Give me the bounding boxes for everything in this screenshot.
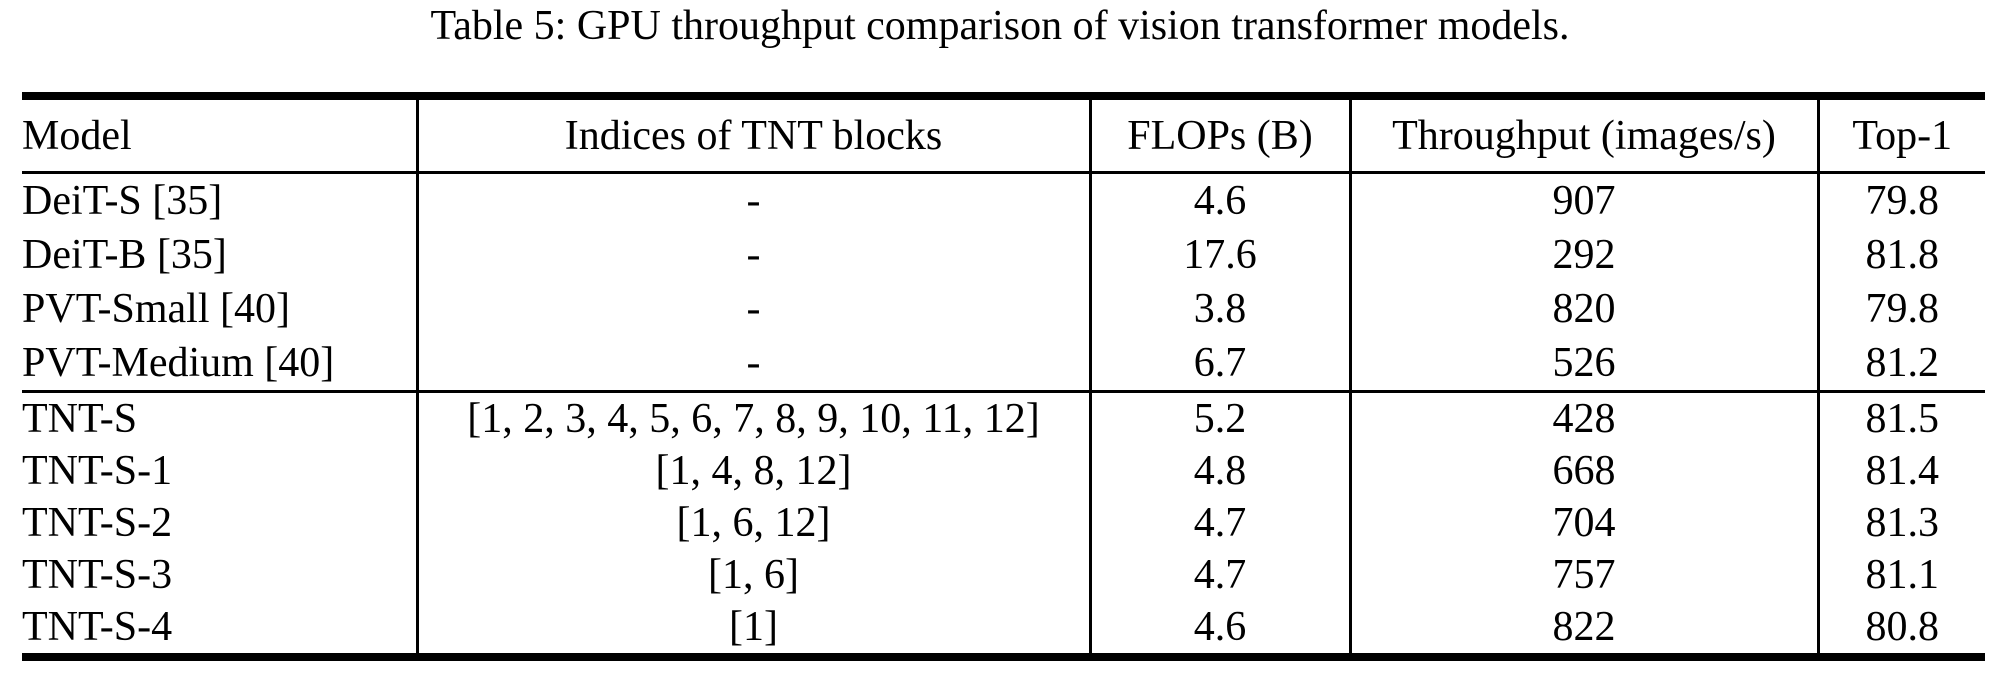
cell-top1: 79.8 bbox=[1816, 282, 1985, 336]
col-header-top1: Top-1 bbox=[1816, 96, 1985, 174]
cell-throughput: 820 bbox=[1348, 282, 1818, 336]
cell-model: TNT-S-1 bbox=[22, 448, 173, 494]
cell-top1: 79.8 bbox=[1816, 172, 1985, 228]
table-row: DeiT-B [35] - 17.6 292 81.8 bbox=[22, 228, 1985, 282]
cell-top1: 81.4 bbox=[1816, 445, 1985, 497]
col-header-flops: FLOPs (B) bbox=[1088, 96, 1350, 174]
table-caption: Table 5: GPU throughput comparison of vi… bbox=[430, 3, 1570, 49]
cell-indices: [1, 6, 12] bbox=[415, 497, 1090, 549]
cell-flops: 5.2 bbox=[1088, 391, 1350, 445]
cell-indices: [1] bbox=[415, 601, 1090, 657]
gpu-throughput-table: Model Indices of TNT blocks FLOPs (B) Th… bbox=[22, 92, 1985, 661]
col-header-model: Model bbox=[22, 96, 417, 174]
table-row: TNT-S-4 [1] 4.6 822 80.8 bbox=[22, 601, 1985, 657]
cell-throughput: 526 bbox=[1348, 336, 1818, 393]
cell-indices: [1, 2, 3, 4, 5, 6, 7, 8, 9, 10, 11, 12] bbox=[415, 391, 1090, 445]
cell-indices: [1, 6] bbox=[415, 549, 1090, 601]
cell-throughput: 292 bbox=[1348, 228, 1818, 282]
cell-model: TNT-S-2 bbox=[22, 500, 173, 546]
cell-throughput: 668 bbox=[1348, 445, 1818, 497]
cell-model: DeiT-S [35] bbox=[22, 178, 223, 224]
cell-flops: 4.7 bbox=[1088, 549, 1350, 601]
cell-model: PVT-Small [40] bbox=[22, 286, 290, 332]
cell-top1: 81.5 bbox=[1816, 391, 1985, 445]
table-row: TNT-S-3 [1, 6] 4.7 757 81.1 bbox=[22, 549, 1985, 601]
tnt-models-group: TNT-S [1, 2, 3, 4, 5, 6, 7, 8, 9, 10, 11… bbox=[22, 391, 1985, 657]
cell-flops: 4.6 bbox=[1088, 172, 1350, 228]
cell-top1: 81.2 bbox=[1816, 336, 1985, 393]
cell-indices: - bbox=[415, 172, 1090, 228]
cell-flops: 17.6 bbox=[1088, 228, 1350, 282]
cell-throughput: 704 bbox=[1348, 497, 1818, 549]
cell-model: TNT-S-4 bbox=[22, 604, 173, 650]
cell-throughput: 428 bbox=[1348, 391, 1818, 445]
header-row: Model Indices of TNT blocks FLOPs (B) Th… bbox=[22, 96, 1985, 174]
cell-throughput: 907 bbox=[1348, 172, 1818, 228]
table-row: PVT-Small [40] - 3.8 820 79.8 bbox=[22, 282, 1985, 336]
cell-top1: 81.1 bbox=[1816, 549, 1985, 601]
cell-top1: 80.8 bbox=[1816, 601, 1985, 657]
table-row: PVT-Medium [40] - 6.7 526 81.2 bbox=[22, 336, 1985, 393]
col-header-indices: Indices of TNT blocks bbox=[415, 96, 1090, 174]
cell-flops: 4.6 bbox=[1088, 601, 1350, 657]
baseline-models-group: DeiT-S [35] - 4.6 907 79.8 DeiT-B [35] -… bbox=[22, 172, 1985, 393]
cell-indices: - bbox=[415, 282, 1090, 336]
cell-model: PVT-Medium [40] bbox=[22, 336, 417, 393]
cell-flops: 4.7 bbox=[1088, 497, 1350, 549]
cell-model: TNT-S bbox=[22, 396, 138, 442]
cell-model: DeiT-B [35] bbox=[22, 232, 227, 278]
cell-indices: - bbox=[415, 228, 1090, 282]
cell-indices: - bbox=[415, 336, 1090, 393]
col-header-throughput: Throughput (images/s) bbox=[1348, 96, 1818, 174]
cell-flops: 6.7 bbox=[1088, 336, 1350, 393]
table-row: TNT-S [1, 2, 3, 4, 5, 6, 7, 8, 9, 10, 11… bbox=[22, 391, 1985, 445]
table-row: TNT-S-2 [1, 6, 12] 4.7 704 81.3 bbox=[22, 497, 1985, 549]
cell-throughput: 822 bbox=[1348, 601, 1818, 657]
cell-flops: 3.8 bbox=[1088, 282, 1350, 336]
cell-indices: [1, 4, 8, 12] bbox=[415, 445, 1090, 497]
cell-top1: 81.3 bbox=[1816, 497, 1985, 549]
cell-flops: 4.8 bbox=[1088, 445, 1350, 497]
cell-model: TNT-S-3 bbox=[22, 552, 173, 598]
cell-throughput: 757 bbox=[1348, 549, 1818, 601]
table-row: DeiT-S [35] - 4.6 907 79.8 bbox=[22, 172, 1985, 228]
cell-top1: 81.8 bbox=[1816, 228, 1985, 282]
table-row: TNT-S-1 [1, 4, 8, 12] 4.8 668 81.4 bbox=[22, 445, 1985, 497]
